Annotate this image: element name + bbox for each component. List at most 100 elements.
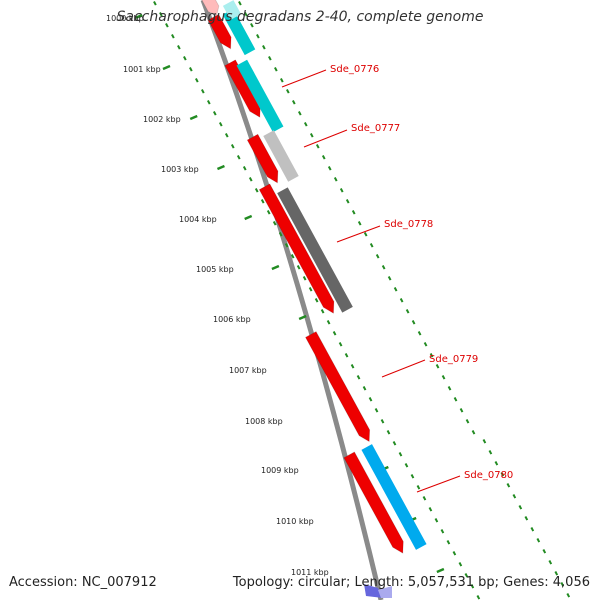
outer-dot	[333, 177, 338, 182]
gene-product-bar-shape	[361, 444, 427, 550]
outer-dot	[262, 45, 266, 50]
scale-tick	[189, 114, 198, 121]
outer-dot	[542, 549, 547, 554]
outer-dot	[369, 243, 374, 248]
gene-label: Sde_0776	[330, 64, 379, 75]
scale-dot	[153, 1, 157, 6]
gene-label-leader	[416, 475, 461, 493]
outer-dot	[447, 386, 452, 391]
scale-dot	[224, 133, 229, 138]
scale-dot	[177, 45, 181, 50]
scale-tick-label: 1007 kbp	[229, 366, 267, 375]
outer-dot	[309, 133, 314, 138]
gene-product-bar-shape	[236, 59, 284, 133]
scale-dot	[195, 78, 199, 83]
scale-dot	[470, 584, 475, 589]
scale-dot	[326, 320, 331, 325]
outer-dot	[423, 342, 428, 347]
outer-dot	[244, 12, 248, 17]
scale-dot	[206, 100, 211, 105]
scale-dot	[422, 496, 427, 501]
gene-arrow-cds	[343, 451, 404, 554]
outer-dot	[482, 439, 487, 444]
small-feature	[378, 586, 392, 598]
scale-tick	[244, 214, 253, 221]
outer-dot	[297, 111, 302, 116]
scale-dot	[266, 210, 271, 215]
scale-tick-label: 1004 kbp	[179, 215, 217, 224]
outer-dot	[375, 254, 380, 259]
gene-product-bar	[277, 187, 353, 313]
scale-tick-label: 1002 kbp	[143, 115, 181, 124]
gene-arrow-cds-outline	[343, 451, 404, 554]
outer-dot	[471, 430, 476, 435]
gene-product-faded-shape	[222, 0, 242, 20]
outer-dot	[381, 265, 386, 270]
gene-label-leader	[281, 69, 327, 88]
gene-label: Sde_0777	[351, 123, 400, 134]
gene-arrow-faded	[201, 0, 220, 16]
outer-dot	[321, 155, 326, 160]
outer-dot	[238, 1, 242, 6]
gene-product-faded	[222, 0, 242, 20]
outer-dot	[291, 100, 296, 105]
outer-dot	[393, 287, 398, 292]
scale-dot	[440, 529, 445, 534]
scale-dot	[171, 34, 175, 39]
scale-dot	[189, 67, 193, 72]
outer-dot	[500, 472, 505, 477]
scale-dot	[284, 243, 289, 248]
gene-product-bar-shape	[277, 187, 353, 313]
outer-dot	[345, 199, 350, 204]
outer-dot	[560, 582, 565, 587]
scale-dot	[428, 507, 433, 512]
outer-dot	[405, 309, 410, 314]
outer-dot	[465, 419, 470, 424]
small-feature	[364, 584, 383, 598]
outer-dot	[554, 571, 559, 576]
scale-dot	[416, 485, 421, 490]
outer-dot	[512, 494, 517, 499]
outer-dot	[280, 78, 284, 83]
scale-dot	[356, 375, 361, 380]
outer-dot	[417, 331, 422, 336]
gene-arrow-faded-outline	[201, 0, 220, 16]
scale-tick-label: 1003 kbp	[161, 165, 199, 174]
gene-arrow-cds-shape	[208, 14, 232, 49]
scale-dot	[296, 265, 301, 270]
scale-dot	[332, 331, 337, 336]
outer-dot	[363, 232, 368, 237]
scale-dot	[236, 155, 241, 160]
outer-dot	[250, 23, 254, 28]
gene-label-leader	[336, 225, 381, 243]
outer-dot	[268, 56, 272, 61]
scale-dot	[380, 419, 385, 424]
gene-arrow-cds	[246, 133, 279, 184]
outer-dot	[548, 560, 553, 565]
gene-arrow-cds-outline	[207, 13, 232, 50]
gene-arrow-cds-shape	[224, 59, 261, 118]
scale-dot	[290, 254, 295, 259]
scale-dot	[362, 386, 367, 391]
gene-arrow-cds-outline	[246, 133, 279, 184]
outer-dot	[530, 527, 535, 532]
outer-dot	[494, 461, 499, 466]
scale-tick-label: 1001 kbp	[123, 65, 161, 74]
scale-dot	[386, 430, 391, 435]
scale-dot	[242, 166, 247, 171]
genome-stats-text: Topology: circular; Length: 5,057,531 bp…	[232, 575, 590, 590]
scale-tick-label: 1011 kbp	[291, 568, 329, 577]
scale-dot	[374, 408, 379, 413]
gene-label: Sde_0778	[384, 219, 433, 230]
gene-arrow-faded-shape	[201, 0, 219, 15]
gene-product-bar	[361, 444, 427, 550]
outer-dot	[429, 353, 434, 358]
scale-dot	[165, 23, 169, 28]
scale-dot	[344, 353, 349, 358]
gene-arrow-cds-shape	[343, 451, 404, 554]
outer-dot	[411, 320, 416, 325]
outer-dot	[459, 408, 464, 413]
gene-product-bar-shape	[222, 8, 256, 56]
scale-tick-label: 1000 kbp	[106, 14, 144, 23]
